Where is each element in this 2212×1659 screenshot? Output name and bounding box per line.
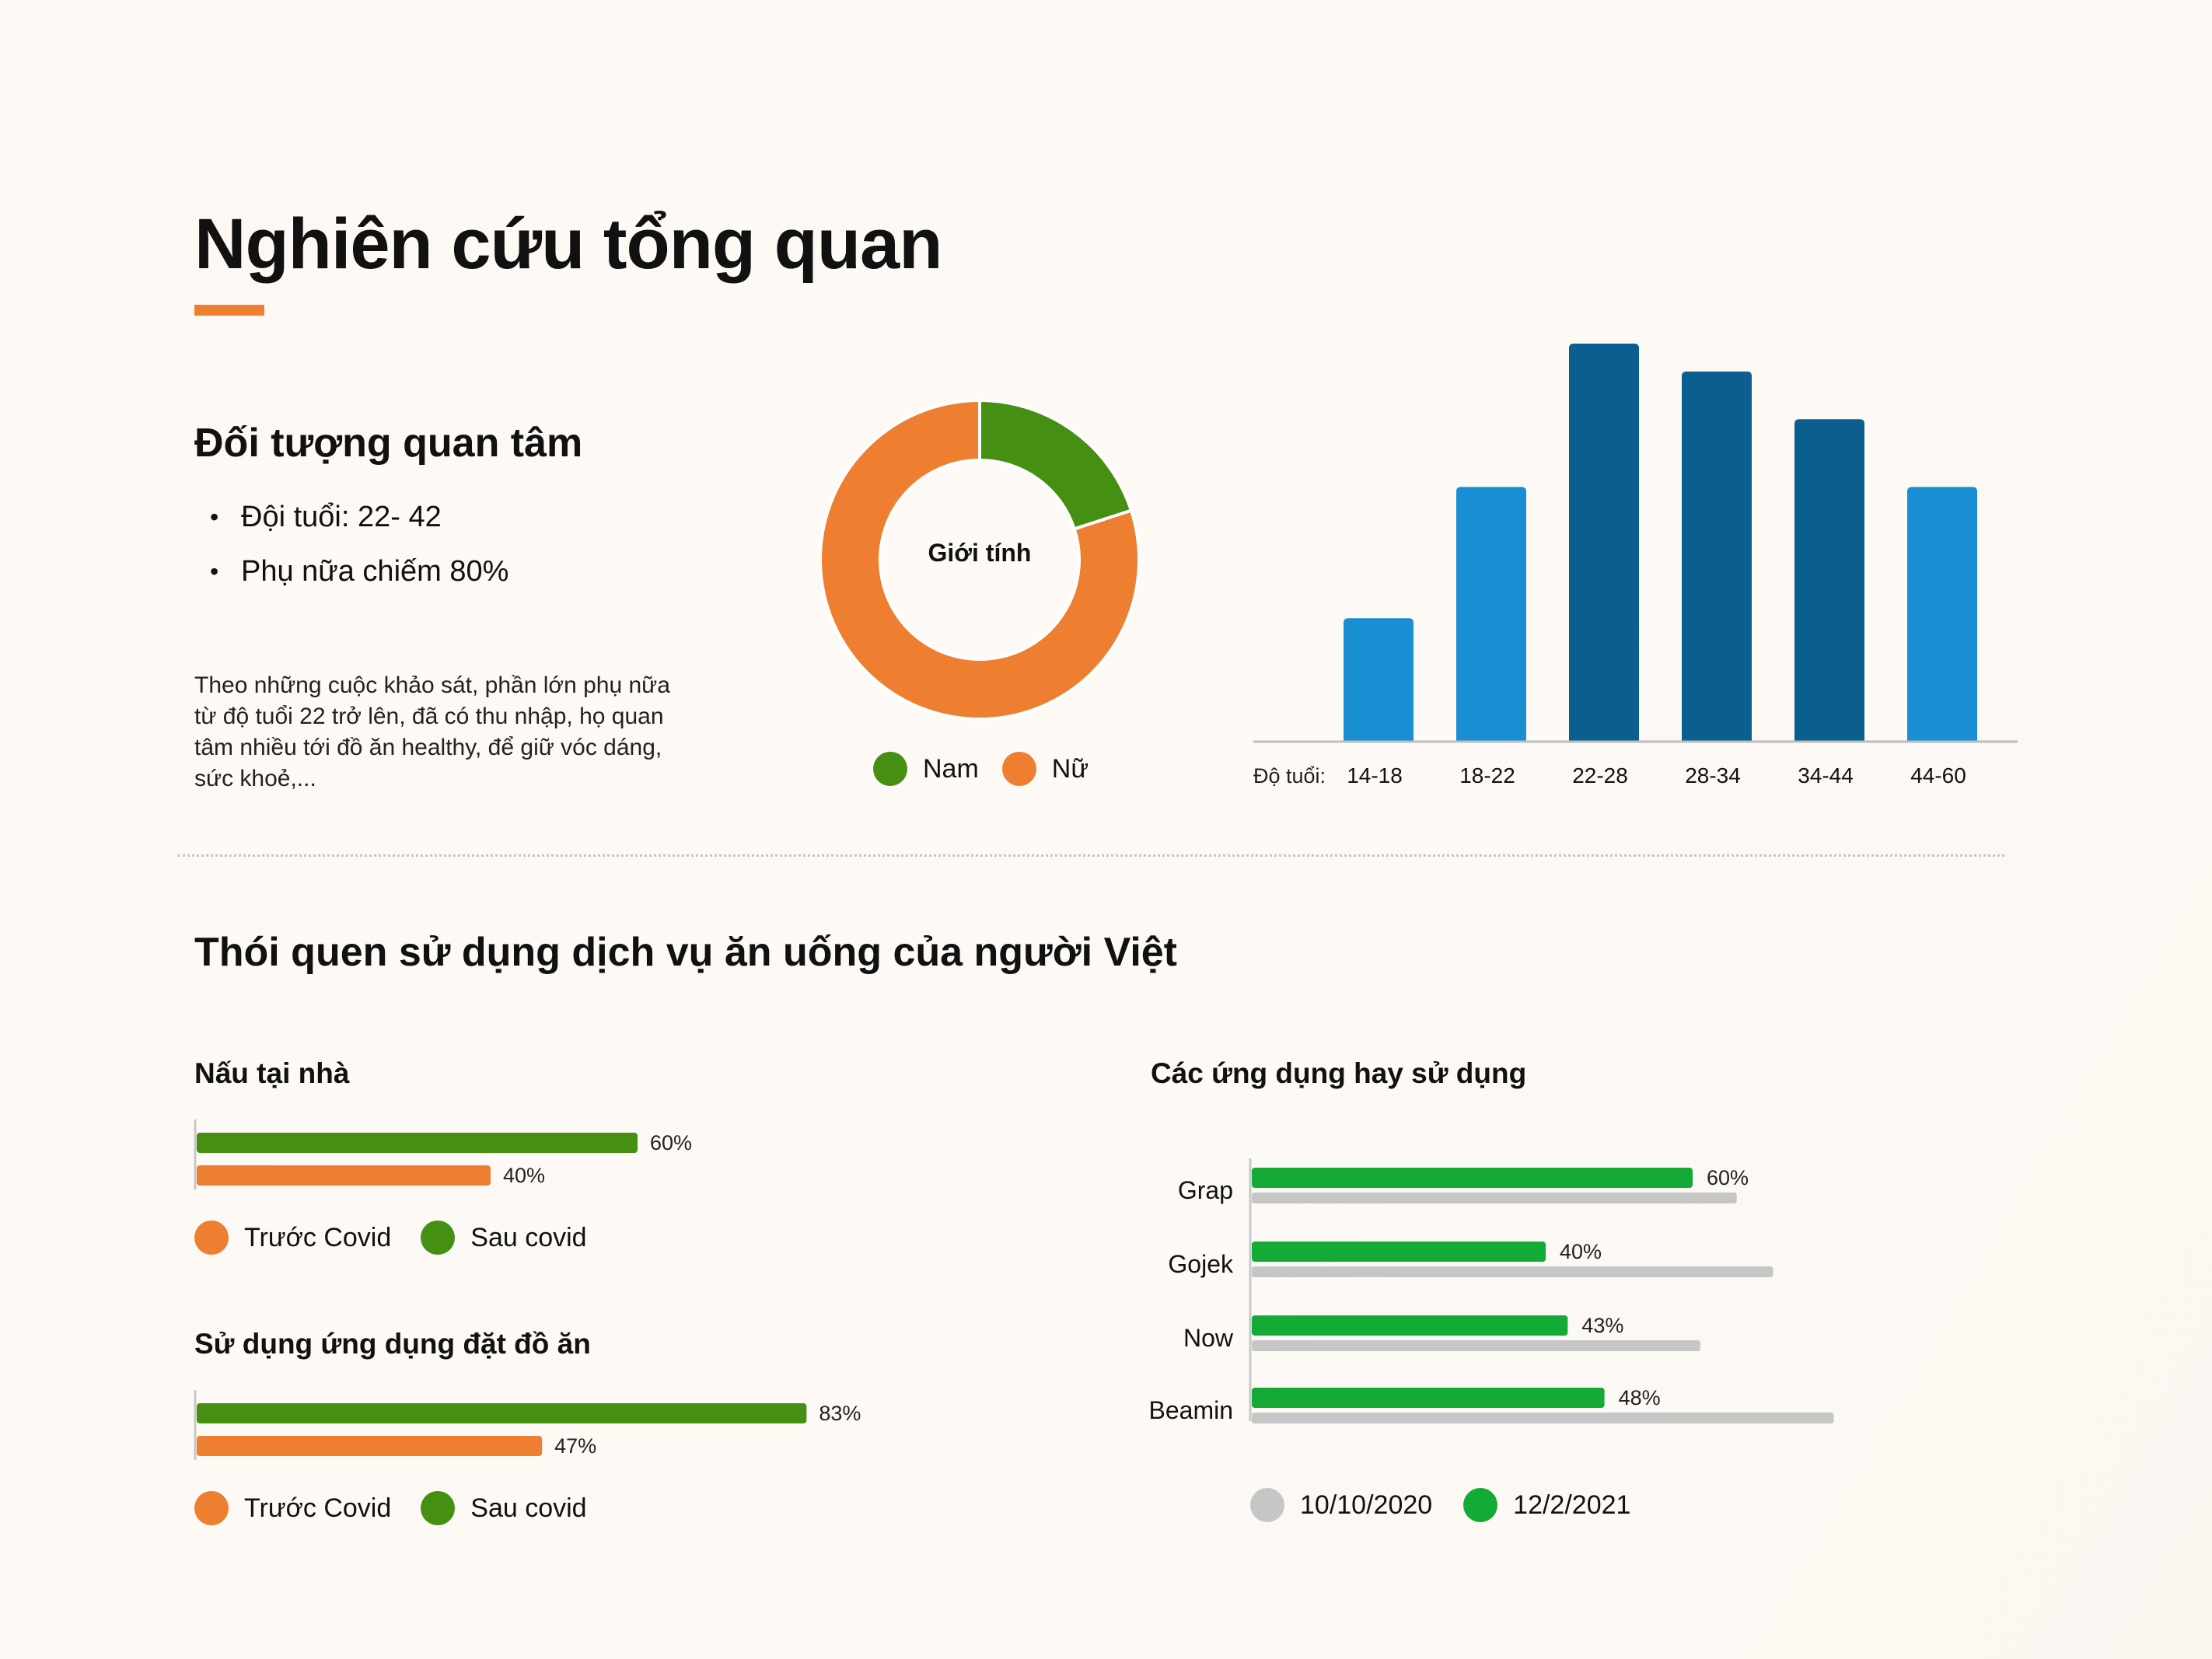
bar-value-label: 40% [503,1164,545,1187]
apps-legend-dot-2021 [1463,1488,1498,1522]
cook-legend-dot-before [194,1221,229,1255]
gender-donut-chart: Giới tính [819,398,1141,721]
order-legend-after: Sau covid [421,1491,587,1525]
order-bar-chart: 83% 47% [194,1390,861,1460]
app-label-grap: Grap [1178,1176,1233,1204]
app-label-beamin: Beamin [1149,1396,1234,1424]
bar-truoc-covid [197,1436,543,1456]
age-bar-44-60 [1907,487,1977,742]
gender-legend: Nam Nữ [873,752,1089,786]
legend-label-nam: Nam [923,753,979,784]
age-bar-28-34 [1682,371,1752,742]
cook-legend-label-after: Sau covid [470,1222,587,1252]
bar-value-label: 47% [554,1434,596,1458]
apps-legend-label-2021: 12/2/2021 [1513,1490,1631,1520]
app-value-label: 48% [1619,1386,1661,1409]
habits-heading: Thói quen sử dụng dịch vụ ăn uống của ng… [194,930,1177,975]
app-bar-2021-gojek [1252,1242,1546,1262]
age-tick-label: 34-44 [1798,763,1854,788]
order-title: Sử dụng ứng dụng đặt đồ ăn [194,1328,591,1360]
cook-legend: Trước Covid Sau covid [194,1221,587,1255]
age-tick-label: 14-18 [1347,763,1403,788]
legend-item-nu: Nữ [1001,752,1089,786]
cook-title: Nấu tại nhà [194,1057,350,1089]
apps-legend: 10/10/2020 12/2/2021 [1250,1488,1630,1522]
apps-title: Các ứng dụng hay sử dụng [1151,1057,1527,1089]
audience-heading: Đối tượng quan tâm [194,421,583,466]
donut-slice-nam [978,398,1134,531]
app-bar-2021-now [1252,1315,1568,1336]
legend-dot-nam [873,752,907,786]
order-legend-label-before: Trước Covid [244,1493,392,1523]
age-tick-label: 18-22 [1459,763,1515,788]
bar-sau-covid [197,1403,807,1423]
cook-legend-dot-after [421,1221,456,1255]
age-bar-34-44 [1794,419,1864,742]
cook-legend-label-before: Trước Covid [244,1222,392,1252]
audience-description: Theo những cuộc khảo sát, phần lớn phụ n… [194,672,670,791]
app-bar-2020-now [1252,1340,1700,1351]
apps-legend-label-2020: 10/10/2020 [1300,1490,1433,1520]
app-value-label: 60% [1707,1166,1749,1189]
bullet-women: Phụ nữa chiếm 80% [210,544,508,599]
age-bar-22-28 [1569,344,1639,742]
age-tick-label: 28-34 [1685,763,1741,788]
title-underline [194,305,264,316]
age-tick-label: 44-60 [1910,763,1966,788]
order-legend-label-after: Sau covid [470,1493,587,1523]
age-axis-label: Độ tuổi: [1253,764,1326,788]
app-label-now: Now [1183,1324,1234,1352]
age-bar-chart: Độ tuổi: 14-18 18-22 22-28 28-34 34-44 44-60 [1253,344,2018,788]
order-legend-before: Trước Covid [194,1491,391,1525]
donut-center-label: Giới tính [928,539,1032,567]
apps-bar-chart: Grap 60% Gojek 40% Now 43% Beamin 48% [1149,1158,1834,1424]
legend-dot-nu [1001,752,1036,786]
age-bar-18-22 [1456,487,1526,742]
app-bar-2021-grap [1252,1168,1693,1188]
section-divider [177,854,2004,857]
cook-bar-chart: 60% 40% [194,1119,692,1189]
legend-item-nam: Nam [873,752,979,786]
app-bar-2020-grap [1252,1193,1737,1203]
legend-label-nu: Nữ [1051,753,1089,784]
age-tick-label: 22-28 [1572,763,1628,788]
bar-value-label: 83% [819,1402,861,1425]
app-value-label: 40% [1560,1240,1602,1263]
app-bar-2020-beamin [1252,1413,1834,1423]
bar-value-label: 60% [650,1131,692,1154]
app-value-label: 43% [1581,1314,1623,1337]
bar-sau-covid [197,1133,638,1153]
app-label-gojek: Gojek [1168,1250,1234,1278]
app-bar-2020-gojek [1252,1266,1773,1277]
audience-bullets: Đội tuổi: 22- 42 Phụ nữa chiếm 80% [210,490,508,599]
apps-legend-2021: 12/2/2021 [1463,1488,1630,1522]
order-legend-dot-after [421,1491,456,1525]
apps-legend-2020: 10/10/2020 [1250,1488,1432,1522]
bar-truoc-covid [197,1165,491,1186]
bullet-age: Đội tuổi: 22- 42 [210,490,508,544]
page-title: Nghiên cứu tổng quan [194,204,942,284]
cook-legend-after: Sau covid [421,1221,587,1255]
cook-legend-before: Trước Covid [194,1221,391,1255]
donut-slice-nu [819,398,1141,721]
order-legend: Trước Covid Sau covid [194,1491,587,1525]
age-bar-14-18 [1344,618,1414,742]
order-legend-dot-before [194,1491,229,1525]
app-bar-2021-beamin [1252,1388,1605,1408]
apps-legend-dot-2020 [1250,1488,1284,1522]
